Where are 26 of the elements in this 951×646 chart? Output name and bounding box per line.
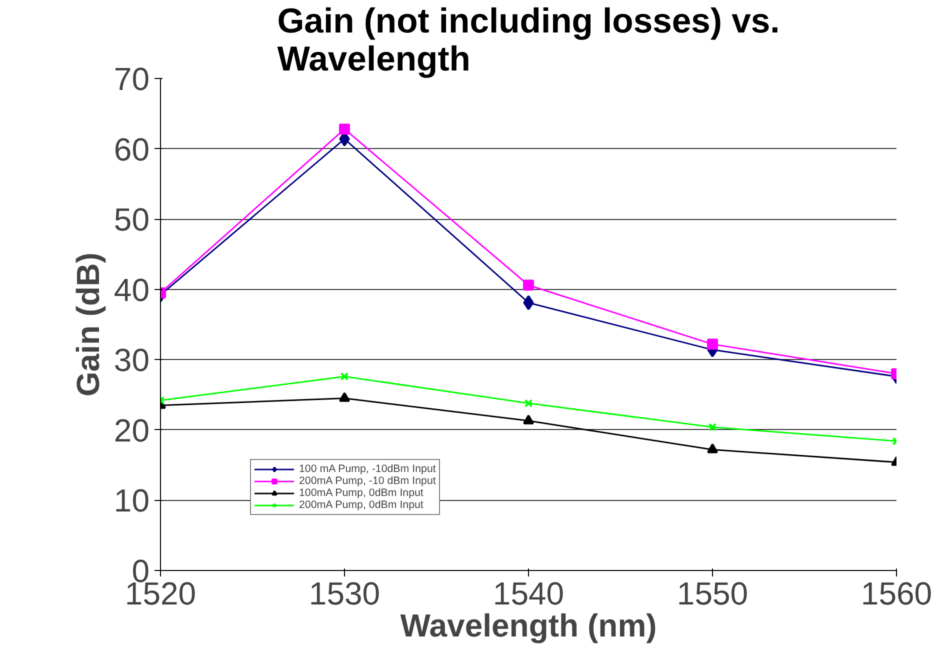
y-tick-label: 50: [114, 202, 150, 238]
legend-label: 100 mA Pump, -10dBm Input: [299, 463, 436, 475]
y-tick-label: 40: [114, 272, 150, 308]
x-tick-label: 1550: [676, 576, 748, 612]
point: [523, 414, 534, 424]
point: [523, 280, 534, 291]
legend-label: 200mA Pump, 0dBm Input: [299, 499, 424, 511]
point: [524, 399, 533, 408]
y-tick-label: 10: [114, 482, 150, 519]
legend-label: 100mA Pump, 0dBm Input: [299, 487, 424, 499]
legend-label: 200mA Pump, -10 dBm Input: [299, 475, 436, 487]
y-axis-title: Gain (dB): [70, 252, 106, 396]
point: [707, 338, 718, 350]
point: [708, 422, 717, 432]
y-tick-label: 30: [114, 342, 150, 378]
y-tick-label: 70: [114, 61, 150, 97]
y-tick-label: 60: [114, 131, 150, 168]
point: [339, 124, 350, 135]
x-tick-label: 1560: [860, 576, 932, 612]
point: [523, 295, 534, 310]
chart-title: Gain (not including losses) vs. Wavelength: [277, 2, 780, 78]
y-tick-label: 20: [114, 412, 150, 448]
point: [340, 372, 349, 381]
point: [339, 392, 350, 402]
point: [707, 443, 718, 454]
x-tick-label: 1530: [308, 576, 380, 612]
